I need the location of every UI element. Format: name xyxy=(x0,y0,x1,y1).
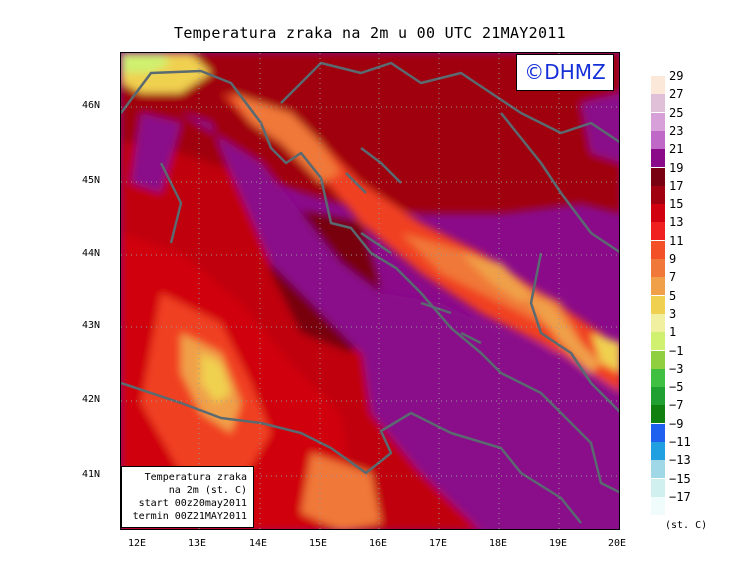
legend-swatch xyxy=(651,130,665,149)
lat-label-46n: 46N xyxy=(82,100,101,111)
legend-swatch xyxy=(651,222,665,241)
legend-label: 3 xyxy=(669,306,677,321)
legend-label: 19 xyxy=(669,160,684,175)
legend-label: 23 xyxy=(669,123,684,138)
map-title: Temperatura zraka na 2m u 00 UTC 21MAY20… xyxy=(174,24,566,42)
legend-label: 7 xyxy=(669,270,677,285)
lat-label-42n: 42N xyxy=(82,394,101,405)
legend-label: −7 xyxy=(669,398,684,413)
legend-label: 13 xyxy=(669,215,684,230)
info-line-4: termin 00Z21MAY2011 xyxy=(132,511,247,522)
legend-swatch xyxy=(651,76,665,94)
legend-swatch xyxy=(651,295,665,314)
legend-swatch xyxy=(651,112,665,131)
legend-swatch xyxy=(651,204,665,223)
lon-label-13e: 13E xyxy=(188,538,207,549)
lat-label-41n: 41N xyxy=(82,469,101,480)
legend-label: 11 xyxy=(669,233,684,248)
graticule xyxy=(121,53,619,529)
legend-label: −13 xyxy=(669,453,691,468)
legend-swatch xyxy=(651,405,665,424)
legend-label: 29 xyxy=(669,69,684,83)
info-line-3: start 00z20may2011 xyxy=(138,498,247,509)
legend-swatch xyxy=(651,240,665,259)
lat-label-45n: 45N xyxy=(82,175,101,186)
legend-label: 9 xyxy=(669,252,677,266)
legend-label: 25 xyxy=(669,105,684,120)
legend-label: −1 xyxy=(669,343,684,358)
legend-swatch xyxy=(651,313,665,332)
legend-swatch xyxy=(651,167,665,186)
lat-label-43n: 43N xyxy=(82,320,101,331)
temperature-map xyxy=(120,52,620,530)
lon-label-17e: 17E xyxy=(429,538,448,549)
lon-label-20e: 20E xyxy=(608,538,627,549)
legend-swatch xyxy=(651,350,665,369)
legend-swatch xyxy=(651,442,665,460)
lon-label-19e: 19E xyxy=(549,538,568,549)
lon-label-18e: 18E xyxy=(489,538,508,549)
legend-label: 27 xyxy=(669,87,684,102)
info-line-1: Temperatura zraka xyxy=(144,472,247,483)
legend-swatch xyxy=(651,185,665,204)
legend-label: −17 xyxy=(669,489,691,504)
legend-swatch xyxy=(651,94,665,113)
temperature-field xyxy=(121,53,619,529)
legend-swatch xyxy=(651,259,665,277)
legend-swatch xyxy=(651,460,665,479)
lon-label-16e: 16E xyxy=(369,538,388,549)
legend-swatch xyxy=(651,423,665,442)
legend-label: 21 xyxy=(669,142,684,157)
coastline xyxy=(121,61,619,524)
legend-label: 17 xyxy=(669,178,684,193)
legend-label: 1 xyxy=(669,325,677,340)
legend-label: −3 xyxy=(669,361,684,376)
legend-unit: (st. C) xyxy=(665,520,708,531)
lon-label-12e: 12E xyxy=(128,538,147,549)
legend-swatch xyxy=(651,496,665,515)
legend-label: −15 xyxy=(669,471,691,486)
legend-label: −11 xyxy=(669,435,691,449)
legend-swatch xyxy=(651,332,665,351)
legend-swatch xyxy=(651,368,665,387)
legend-swatch xyxy=(651,149,665,168)
legend-label: 5 xyxy=(669,288,677,303)
legend-label: −9 xyxy=(669,416,684,431)
info-line-2: na 2m (st. C) xyxy=(168,485,247,496)
dhmz-logo: ©DHMZ xyxy=(516,54,614,91)
legend-swatch xyxy=(651,478,665,497)
legend-label: −5 xyxy=(669,380,684,395)
legend-swatch xyxy=(651,277,665,296)
lon-label-14e: 14E xyxy=(249,538,268,549)
info-box: Temperatura zraka na 2m (st. C) start 00… xyxy=(121,466,254,528)
lon-label-15e: 15E xyxy=(309,538,328,549)
legend-swatch xyxy=(651,387,665,406)
legend-label: 15 xyxy=(669,197,684,212)
lat-label-44n: 44N xyxy=(82,248,101,259)
